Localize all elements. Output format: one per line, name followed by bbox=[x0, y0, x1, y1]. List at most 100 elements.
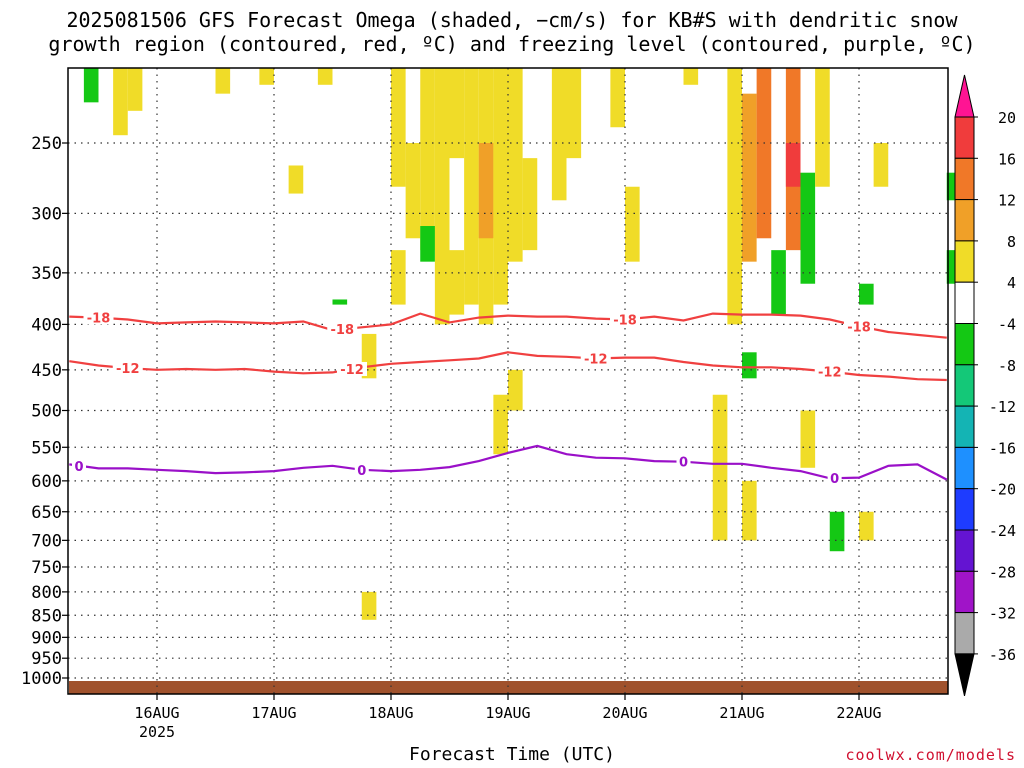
x-axis-title: Forecast Time (UTC) bbox=[409, 744, 615, 765]
contour-label: 0 bbox=[830, 472, 839, 487]
omega-cell bbox=[610, 68, 625, 128]
contour-label-bg bbox=[827, 471, 842, 486]
omega-cell bbox=[712, 394, 728, 541]
omega-cell bbox=[508, 68, 523, 262]
omega-cell bbox=[464, 68, 479, 305]
contour-label: -12 bbox=[584, 353, 608, 368]
omega-cell bbox=[815, 68, 830, 187]
contour-label-bg bbox=[112, 361, 143, 376]
omega-cell bbox=[742, 352, 757, 379]
contour-label-bg bbox=[610, 312, 640, 327]
y-tick-label: 1000 bbox=[21, 669, 62, 689]
x-tick-label: 21AUG bbox=[719, 704, 764, 722]
y-tick-label: 950 bbox=[31, 649, 62, 669]
y-tick-label: 600 bbox=[31, 472, 62, 492]
contour-label-bg bbox=[814, 364, 845, 379]
omega-cell bbox=[127, 68, 143, 111]
contour-label: -18 bbox=[87, 312, 111, 327]
omega-cell bbox=[800, 172, 816, 284]
colorbar-swatch bbox=[954, 612, 975, 655]
omega-cell bbox=[493, 394, 508, 455]
omega-cell bbox=[771, 250, 786, 315]
y-tick-label: 750 bbox=[31, 558, 62, 578]
x-tick-label: 18AUG bbox=[368, 704, 413, 722]
y-tick-label: 300 bbox=[31, 204, 62, 224]
omega-cell bbox=[742, 480, 757, 541]
colorbar-label: -12 bbox=[989, 398, 1016, 416]
omega-cell bbox=[332, 299, 348, 305]
omega-cell bbox=[551, 68, 567, 201]
omega-cell bbox=[317, 68, 333, 85]
grid-lines bbox=[68, 68, 948, 694]
contour-label-bg bbox=[83, 310, 114, 325]
colorbar: 20 16 12 8 4 -4 -8 -12 -16 -20 -24 -28 -32 -36 bbox=[954, 74, 1016, 697]
omega-cell bbox=[785, 143, 801, 187]
omega-shading bbox=[83, 68, 962, 620]
contour-label-bg bbox=[676, 454, 691, 469]
y-tick-label: 400 bbox=[31, 315, 62, 335]
omega-cell bbox=[829, 511, 845, 552]
omega-cell bbox=[756, 68, 772, 239]
omega-cell bbox=[83, 68, 99, 103]
colorbar-swatch bbox=[954, 323, 975, 366]
chart-title-line-2: growth region (contoured, red, ºC) and f… bbox=[48, 32, 976, 56]
colorbar-swatch bbox=[954, 240, 975, 283]
omega-cell bbox=[215, 68, 231, 94]
omega-cell bbox=[449, 250, 465, 315]
omega-cell bbox=[434, 68, 450, 325]
colorbar-label: 8 bbox=[1007, 233, 1016, 251]
contour-label-bg bbox=[72, 458, 86, 473]
contour-label-bg bbox=[337, 361, 367, 376]
contour-label-bg bbox=[354, 462, 369, 477]
omega-cell bbox=[873, 143, 889, 187]
omega-cell bbox=[420, 226, 435, 262]
ground-layer bbox=[69, 681, 948, 694]
contour-line bbox=[69, 312, 947, 339]
colorbar-swatch bbox=[954, 570, 975, 614]
y-tick-label: 700 bbox=[31, 531, 62, 551]
colorbar-swatch bbox=[954, 364, 975, 407]
x-tick-label: 17AUG bbox=[251, 704, 296, 722]
contour-label: -18 bbox=[613, 314, 637, 329]
colorbar-label: 16 bbox=[998, 150, 1016, 168]
contour-label: -18 bbox=[331, 323, 355, 338]
omega-cell bbox=[361, 591, 377, 620]
omega-cell bbox=[742, 93, 757, 262]
omega-cell bbox=[800, 410, 816, 468]
omega-cell bbox=[727, 68, 742, 325]
omega-cell bbox=[449, 68, 465, 159]
omega-cell bbox=[478, 143, 494, 239]
y-tick-label: 850 bbox=[31, 606, 62, 626]
contour-label: -12 bbox=[818, 366, 842, 381]
contour-label-bg bbox=[580, 351, 611, 366]
colorbar-label: -36 bbox=[989, 646, 1016, 664]
colorbar-label: -4 bbox=[998, 316, 1016, 334]
colorbar-label: 12 bbox=[998, 192, 1016, 210]
omega-cell bbox=[566, 68, 582, 159]
colorbar-label: -20 bbox=[989, 481, 1016, 499]
contour-label: -18 bbox=[847, 320, 871, 335]
omega-cell bbox=[391, 68, 406, 187]
y-axis-tick-labels: 2503003504004505005506006507007508008509… bbox=[21, 134, 68, 689]
colorbar-swatch bbox=[954, 116, 975, 159]
colorbar-bottom-arrow bbox=[954, 653, 975, 697]
contour-lines: -18 -18 -18 -18 -12 -12 -12 -12 0 0 0 0 bbox=[69, 310, 948, 487]
credit-link[interactable]: coolwx.com/models bbox=[845, 746, 1016, 764]
contour-line bbox=[69, 444, 948, 481]
x-tick-label: 19AUG bbox=[485, 704, 530, 722]
colorbar-swatch bbox=[954, 199, 975, 242]
contour-label: 0 bbox=[74, 460, 83, 475]
contour-label: -12 bbox=[116, 362, 140, 377]
omega-cell bbox=[522, 158, 538, 251]
omega-cell bbox=[420, 68, 435, 251]
chart-title-line-1: 2025081506 GFS Forecast Omega (shaded, −… bbox=[66, 8, 958, 32]
y-tick-label: 500 bbox=[31, 402, 62, 422]
omega-cell bbox=[259, 68, 274, 85]
contour-label-bg bbox=[844, 319, 874, 334]
colorbar-label: 4 bbox=[1007, 274, 1016, 292]
x-tick-label: 16AUG bbox=[134, 704, 179, 722]
omega-cell bbox=[683, 68, 699, 85]
omega-cell bbox=[493, 68, 508, 305]
colorbar-label: 20 bbox=[998, 109, 1016, 127]
